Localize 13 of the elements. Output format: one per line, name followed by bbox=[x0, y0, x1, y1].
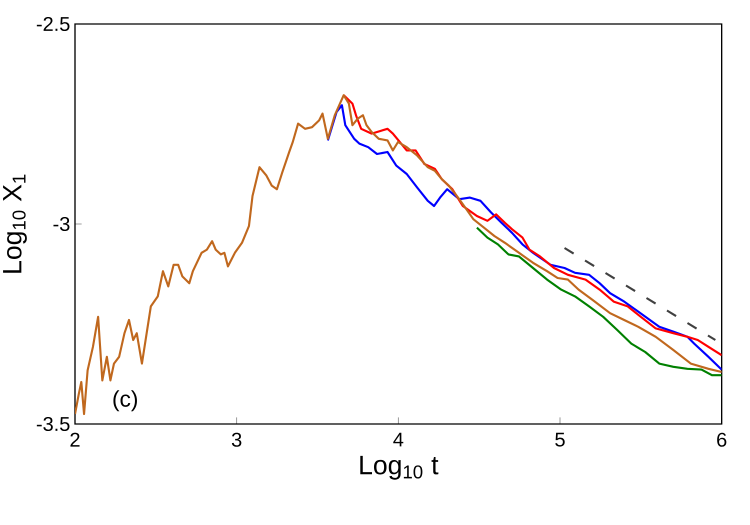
y-tick-label: -3 bbox=[53, 216, 70, 232]
x-tick-label: 6 bbox=[717, 432, 726, 447]
x-tick-label: 4 bbox=[393, 432, 404, 446]
y-tick-label: -3.5 bbox=[36, 416, 70, 432]
line-series bbox=[75, 94, 722, 416]
x-tick-label: 2 bbox=[70, 432, 80, 447]
annotation: (c) bbox=[113, 390, 137, 412]
x-tick-label: 3 bbox=[232, 432, 242, 447]
line-series bbox=[476, 226, 722, 376]
x-tick-label: 5 bbox=[555, 432, 565, 447]
y-tick-label: -2.5 bbox=[36, 16, 70, 32]
y-axis-title: Log$_{10}$ X$_{1}$ bbox=[3, 174, 27, 273]
x-axis-title: Log$_{10}$ t bbox=[360, 456, 438, 480]
